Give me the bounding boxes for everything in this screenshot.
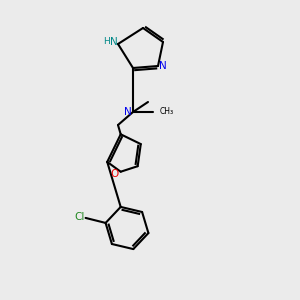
Text: O: O [111, 169, 119, 179]
Text: N: N [110, 37, 118, 47]
Text: H: H [103, 38, 110, 46]
Text: N: N [124, 107, 132, 117]
Text: N: N [159, 61, 167, 71]
Text: Cl: Cl [74, 212, 85, 222]
Text: CH₃: CH₃ [160, 107, 174, 116]
